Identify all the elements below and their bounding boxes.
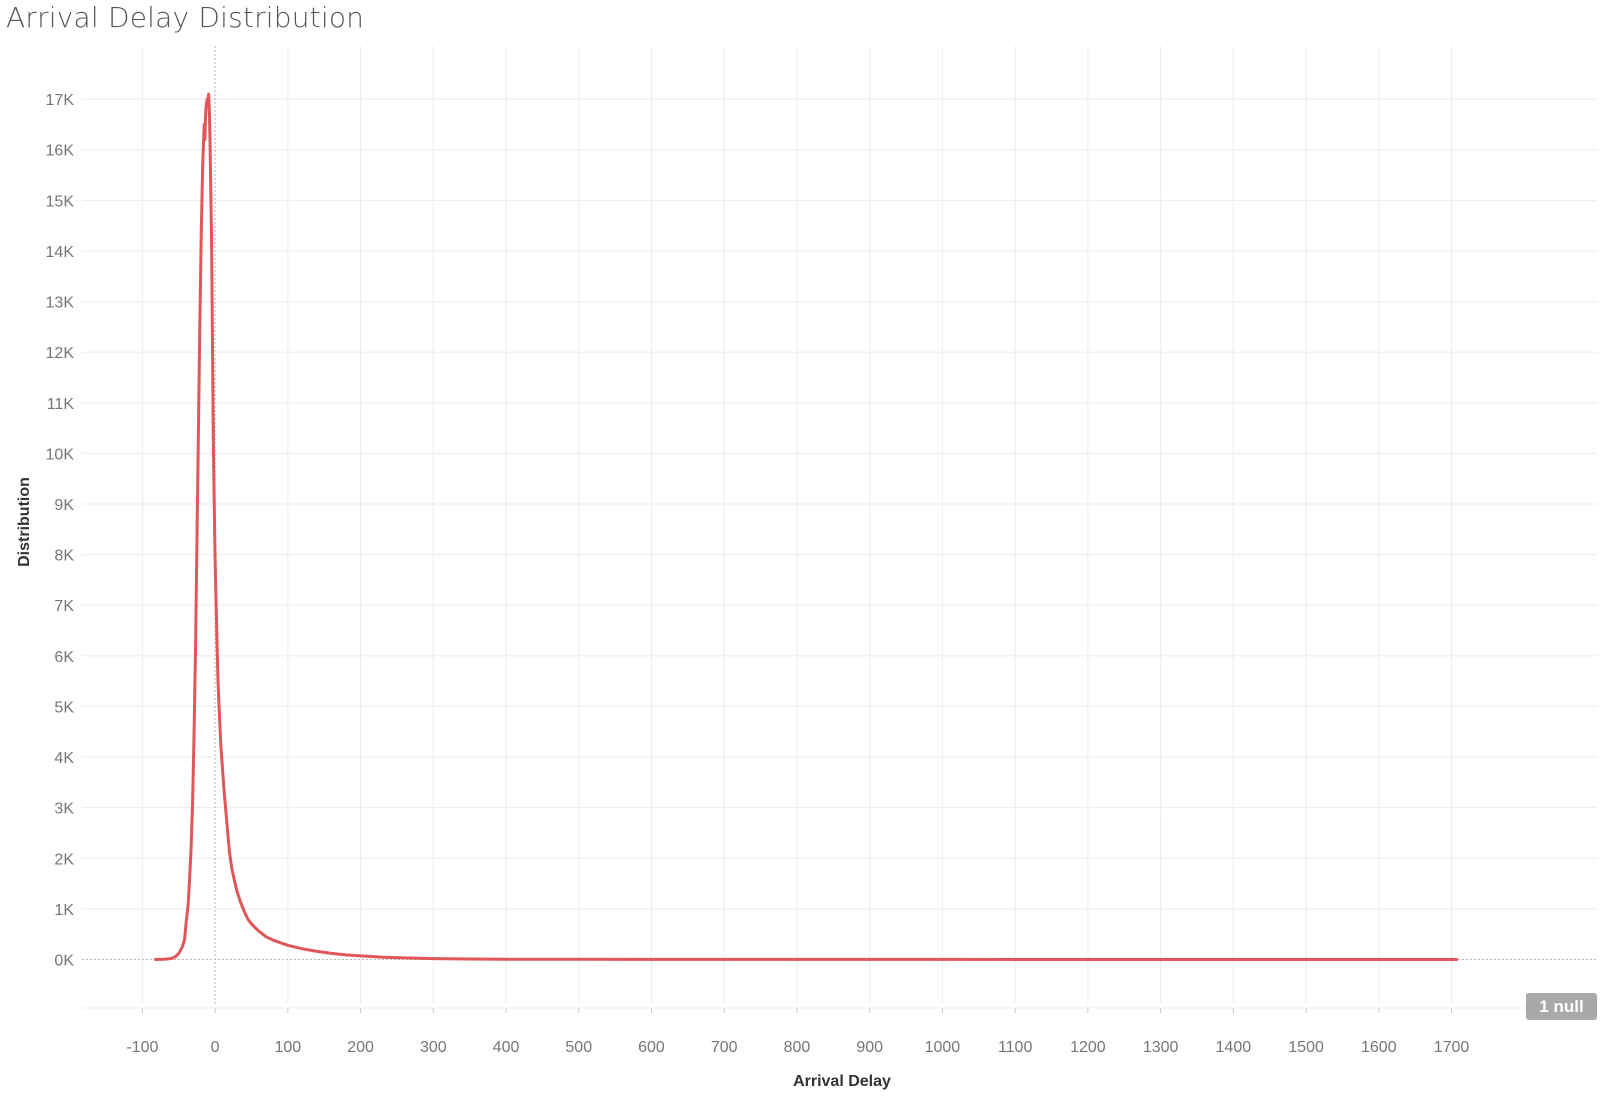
x-tick-label: 900 — [856, 1039, 883, 1056]
y-tick-label: 7K — [54, 598, 74, 615]
x-axis-title: Arrival Delay — [793, 1073, 891, 1090]
grid-lines — [82, 46, 1597, 1009]
y-axis-title: Distribution — [16, 477, 33, 567]
x-tick-label: 300 — [420, 1039, 447, 1056]
x-tick-label: 600 — [638, 1039, 665, 1056]
y-tick-label: 4K — [54, 750, 74, 767]
y-tick-label: 17K — [46, 92, 75, 109]
y-tick-label: 5K — [54, 699, 74, 716]
x-tick-label: 1000 — [925, 1039, 961, 1056]
x-tick-label: 100 — [274, 1039, 301, 1056]
x-tick-label: 200 — [347, 1039, 374, 1056]
x-axis-ticks: -100 0 100 200 300 400 500 600 700 800 900 1000 1100… — [126, 1008, 1469, 1056]
y-tick-label: 16K — [46, 143, 75, 160]
y-tick-label: 8K — [54, 548, 74, 565]
y-axis-ticks: 0K 1K 2K 3K 4K 5K 6K 7K 8K 9K 10K 11K 12K 13K 14K 15K 16… — [46, 92, 75, 969]
x-tick-label: 1300 — [1143, 1039, 1179, 1056]
x-tick-label: 400 — [493, 1039, 520, 1056]
null-indicator-label: 1 null — [1539, 997, 1583, 1016]
y-tick-label: 9K — [54, 497, 74, 514]
x-tick-label: 800 — [784, 1039, 811, 1056]
x-tick-label: 500 — [565, 1039, 592, 1056]
x-tick-label: 700 — [711, 1039, 738, 1056]
x-tick-label: 1100 — [998, 1039, 1033, 1056]
y-tick-label: 3K — [54, 801, 74, 818]
x-tick-label: 1200 — [1070, 1039, 1106, 1056]
y-tick-label: 15K — [46, 193, 75, 210]
y-tick-label: 0K — [54, 952, 74, 969]
y-tick-label: 2K — [54, 851, 74, 868]
y-tick-label: 11K — [47, 396, 75, 413]
chart-title: Arrival Delay Distribution — [6, 1, 365, 34]
x-tick-label: 1500 — [1288, 1039, 1324, 1056]
y-tick-label: 13K — [46, 295, 75, 312]
x-tick-label: 1600 — [1361, 1039, 1397, 1056]
y-tick-label: 6K — [54, 649, 74, 666]
x-tick-label: 0 — [211, 1039, 220, 1056]
y-tick-label: 10K — [46, 446, 75, 463]
x-tick-label: -100 — [126, 1039, 158, 1056]
series-layer — [154, 92, 1459, 961]
y-tick-label: 1K — [54, 902, 74, 919]
x-tick-label: 1400 — [1216, 1039, 1252, 1056]
y-tick-label: 14K — [46, 244, 75, 261]
y-tick-label: 12K — [46, 345, 75, 362]
x-tick-label: 1700 — [1434, 1039, 1470, 1056]
distribution-line — [154, 92, 1459, 961]
zero-reference-lines — [82, 46, 1597, 1004]
null-indicator-badge[interactable]: 1 null — [1526, 993, 1597, 1020]
